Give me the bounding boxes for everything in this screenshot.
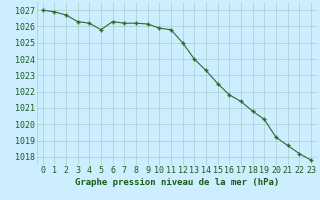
X-axis label: Graphe pression niveau de la mer (hPa): Graphe pression niveau de la mer (hPa)	[75, 178, 279, 187]
